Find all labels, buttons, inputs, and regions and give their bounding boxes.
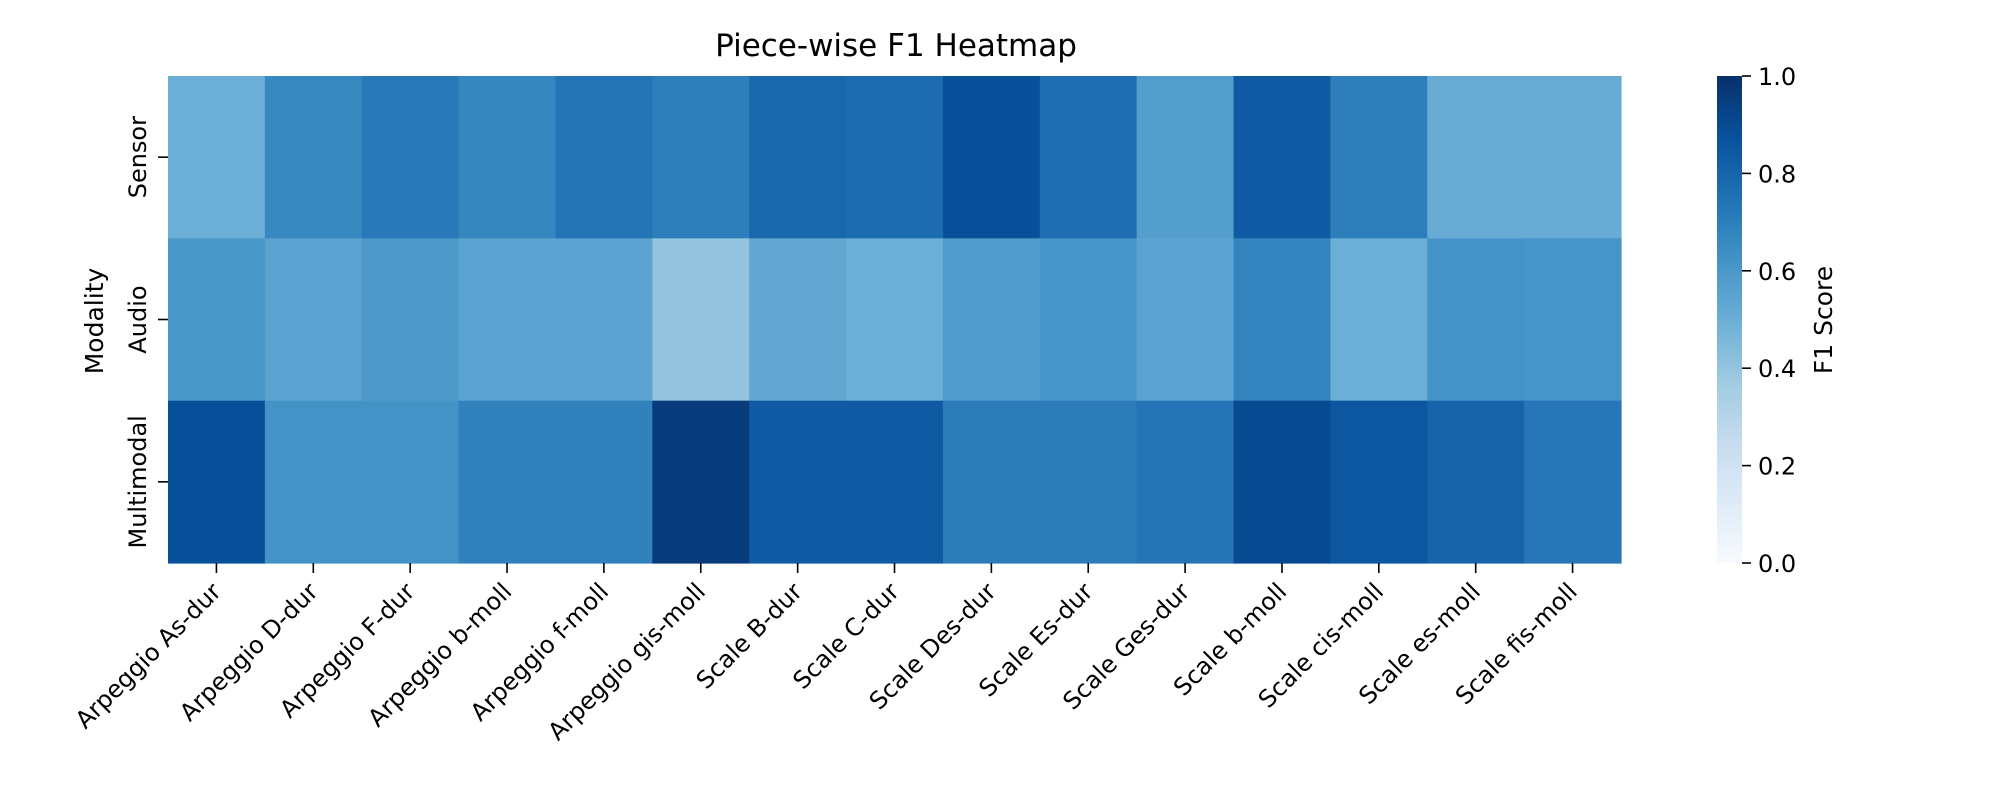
heatmap-cell — [652, 76, 750, 239]
colorbar-tick-label: 0.0 — [1758, 550, 1796, 578]
heatmap-cell — [458, 238, 557, 402]
y-axis-label: Modality — [80, 268, 109, 375]
heatmap-cell — [1136, 238, 1235, 402]
colorbar: 0.0 0.2 0.4 0.6 0.8 1.0 F1 Score — [1717, 63, 1838, 578]
heatmap-cell — [942, 400, 1041, 564]
heatmap-cell — [1136, 76, 1235, 239]
heatmap-cell — [458, 400, 557, 564]
colorbar-tick-label: 0.4 — [1758, 355, 1796, 383]
y-tick-label: Audio — [124, 285, 152, 353]
heatmap-cell — [1233, 76, 1331, 239]
colorbar-tick-label: 0.8 — [1758, 160, 1796, 188]
heatmap-cell — [168, 238, 266, 402]
heatmap-cell — [361, 238, 460, 402]
y-axis: Sensor Audio Multimodal — [124, 116, 168, 549]
heatmap-cell — [1039, 238, 1138, 402]
heatmap-cell — [264, 76, 363, 239]
heatmap-cell — [749, 400, 847, 564]
colorbar-tick-label: 0.2 — [1758, 453, 1796, 481]
heatmap-cell — [1233, 238, 1331, 402]
heatmap-cell — [652, 238, 750, 402]
heatmap-cell — [555, 400, 653, 564]
heatmap-cell — [168, 76, 266, 239]
heatmap-cell — [458, 76, 557, 239]
heatmap-cell — [1427, 238, 1525, 402]
heatmap-cell — [361, 400, 460, 564]
heatmap-cell — [1039, 400, 1138, 564]
heatmap-cell — [846, 238, 944, 402]
heatmap-cell — [749, 76, 847, 239]
heatmap-cell — [361, 76, 460, 239]
heatmap-cell — [1427, 76, 1525, 239]
heatmap-cell — [1524, 76, 1622, 239]
heatmap-cell — [942, 238, 1041, 402]
heatmap-cell — [555, 76, 653, 239]
chart-title: Piece-wise F1 Heatmap — [715, 28, 1077, 64]
heatmap-cell — [1330, 238, 1428, 402]
heatmap-cell — [846, 76, 944, 239]
heatmap-cell — [1427, 400, 1525, 564]
heatmap-cell — [1524, 238, 1622, 402]
heatmap-cell — [652, 400, 750, 564]
heatmap-cell — [749, 238, 847, 402]
y-tick-label: Sensor — [124, 116, 152, 198]
heatmap-cell — [1330, 76, 1428, 239]
y-tick-label: Multimodal — [124, 415, 152, 548]
heatmap-cell — [1039, 76, 1138, 239]
heatmap-cell — [1330, 400, 1428, 564]
heatmap-cell — [942, 76, 1041, 239]
colorbar-label: F1 Score — [1809, 266, 1838, 374]
heatmap-cell — [555, 238, 653, 402]
heatmap-cell — [1524, 400, 1622, 564]
heatmap-cell — [264, 238, 363, 402]
heatmap-cell — [168, 400, 266, 564]
colorbar-gradient — [1717, 76, 1742, 563]
heatmap-cell — [846, 400, 944, 564]
heatmap-cell — [1136, 400, 1235, 564]
heatmap-cell — [1233, 400, 1331, 564]
colorbar-tick-label: 0.6 — [1758, 258, 1796, 286]
heatmap-cells — [168, 76, 1622, 564]
colorbar-tick-label: 1.0 — [1758, 63, 1796, 91]
heatmap-cell — [264, 400, 363, 564]
